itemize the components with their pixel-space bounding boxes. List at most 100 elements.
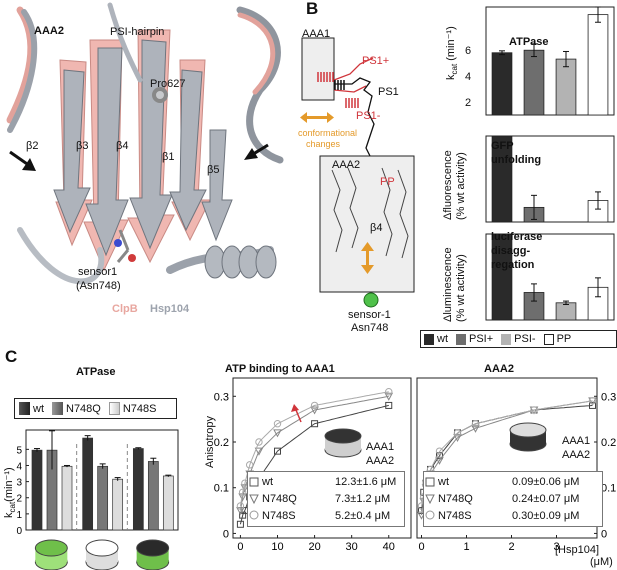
xtick-label: 40 <box>383 541 395 553</box>
kd-left-name-1: N748Q <box>262 493 297 505</box>
c-legend: wt N748Q N748S <box>14 398 177 419</box>
c-atpase-ylabel: kcat(min⁻¹) <box>3 467 18 518</box>
ytick-label: 0.1 <box>214 483 229 495</box>
c-anisotropy-label: Anisotropy <box>204 416 216 468</box>
ytick-label: 0 <box>223 528 229 540</box>
point-N748S <box>435 447 444 455</box>
red-arrow <box>295 409 302 423</box>
b-atpase-title: ATPase <box>509 36 549 48</box>
legend-swatch-wt <box>424 333 434 345</box>
chart-frame <box>485 6 615 116</box>
beta3-label: β3 <box>76 140 89 152</box>
ytick-label: 0.3 <box>214 391 229 403</box>
xtick-label: 3 <box>553 541 559 553</box>
xtick-label: 2 <box>508 541 514 553</box>
c-atpase-title: ATPase <box>76 366 116 378</box>
bar-PSI+ <box>523 49 545 116</box>
ytick-label: 2 <box>16 494 22 505</box>
b-gfp-title-2: unfolding <box>491 154 542 166</box>
xtick-label: 10 <box>271 541 283 553</box>
c-xunit2: (μM) <box>590 556 613 568</box>
c-bar <box>82 437 94 531</box>
c-legend-swatch-n748q <box>52 402 63 415</box>
bar-PP <box>587 14 609 116</box>
b-luciferase-chart <box>485 233 615 321</box>
schematic-beta4: β4 <box>370 222 383 234</box>
sensor1-sticks <box>114 229 136 263</box>
c-legend-n748s: N748S <box>122 402 157 415</box>
xtick-label: 20 <box>308 541 320 553</box>
hexamer-top <box>85 539 119 557</box>
c-inset-right: AAA1 AAA2 <box>562 435 591 461</box>
ytick-label: 0 <box>16 526 22 537</box>
kd-right-value-0: 0.09±0.06 μM <box>512 476 580 488</box>
chart-frame <box>485 233 615 321</box>
bar-wt <box>491 135 513 223</box>
c-aaa2-title: AAA2 <box>484 363 514 375</box>
b-atpase-chart <box>485 6 615 116</box>
b-gfp-title-1: GFP <box>491 140 514 152</box>
legend-swatch-psiminus <box>501 333 512 345</box>
ytick-label-right: 0.1 <box>601 483 616 495</box>
kd-right-name-2: N748S <box>438 510 472 522</box>
point-N748S <box>471 420 480 428</box>
point-wt <box>274 447 281 455</box>
kd-left-value-2: 5.2±0.4 μM <box>335 510 391 522</box>
c-bar <box>162 475 174 531</box>
point-N748Q <box>254 447 264 456</box>
b-luc-ylabel: Δluminescence (% wt activity) <box>442 247 467 322</box>
ytick-label-right: 0 <box>601 528 607 540</box>
b-gfp-chart <box>485 135 615 223</box>
point-N748Q <box>471 424 480 433</box>
black-ticks <box>334 80 345 90</box>
helix <box>204 245 277 279</box>
point-N748Q <box>453 433 462 442</box>
point-wt <box>239 511 247 519</box>
legend-pp: PP <box>556 333 572 345</box>
c-atpase-chart: 0 1 2 3 4 5 <box>16 429 179 570</box>
aaa2-zigzags <box>331 167 409 259</box>
c-xunit: [Hsp104] <box>555 544 600 556</box>
c-legend-swatch-n748s <box>108 402 120 415</box>
point-N748S <box>236 502 245 510</box>
sensor-circle <box>363 292 379 308</box>
point-wt <box>385 401 393 409</box>
schematic-pp: PP <box>380 176 395 188</box>
point-N748S <box>385 388 393 396</box>
c-bar <box>147 461 159 531</box>
point-N748S <box>255 438 263 446</box>
schematic-ps1plus: PS1+ <box>362 55 390 67</box>
point-N748S <box>453 429 462 437</box>
structure-cartoon <box>0 0 300 325</box>
point-wt <box>311 420 319 428</box>
schematic <box>300 37 415 308</box>
asn748-label: (Asn748) <box>76 280 121 292</box>
point-N748S <box>530 406 538 414</box>
schematic-ps1: PS1 <box>378 86 399 98</box>
schematic-aaa2: AAA2 <box>332 159 361 171</box>
xtick-label: 0 <box>418 541 424 553</box>
conformational-arrow <box>300 112 334 123</box>
b-luc-title-2: disagg- <box>491 245 531 257</box>
point-N748Q <box>273 429 282 438</box>
legend-psiplus: PSI+ <box>469 333 494 345</box>
c-kd-table-left <box>247 471 405 527</box>
red-arrow-head <box>291 404 299 412</box>
schematic-ps1minus: PS1- <box>356 110 381 122</box>
clpb-label: ClpB <box>112 303 138 315</box>
legend-swatch-psiplus <box>456 333 466 345</box>
aaa2-arrow <box>361 242 374 274</box>
scatter-frame <box>416 377 598 539</box>
point-N748Q <box>435 456 444 465</box>
panel-b-label: B <box>306 0 319 18</box>
kd-right-name-0: wt <box>438 476 449 488</box>
kd-right-value-1: 0.24±0.07 μM <box>512 493 580 505</box>
aaa2-label: AAA2 <box>34 25 64 37</box>
ytick-label-right: 0.3 <box>601 391 616 403</box>
psi-hairpin-label: PSI-hairpin <box>110 26 165 38</box>
beta1-label: β1 <box>162 151 175 163</box>
point-N748Q <box>384 392 394 401</box>
hexamer-top <box>136 539 170 557</box>
c-bar <box>132 448 144 531</box>
kd-left-name-2: N748S <box>262 510 296 522</box>
